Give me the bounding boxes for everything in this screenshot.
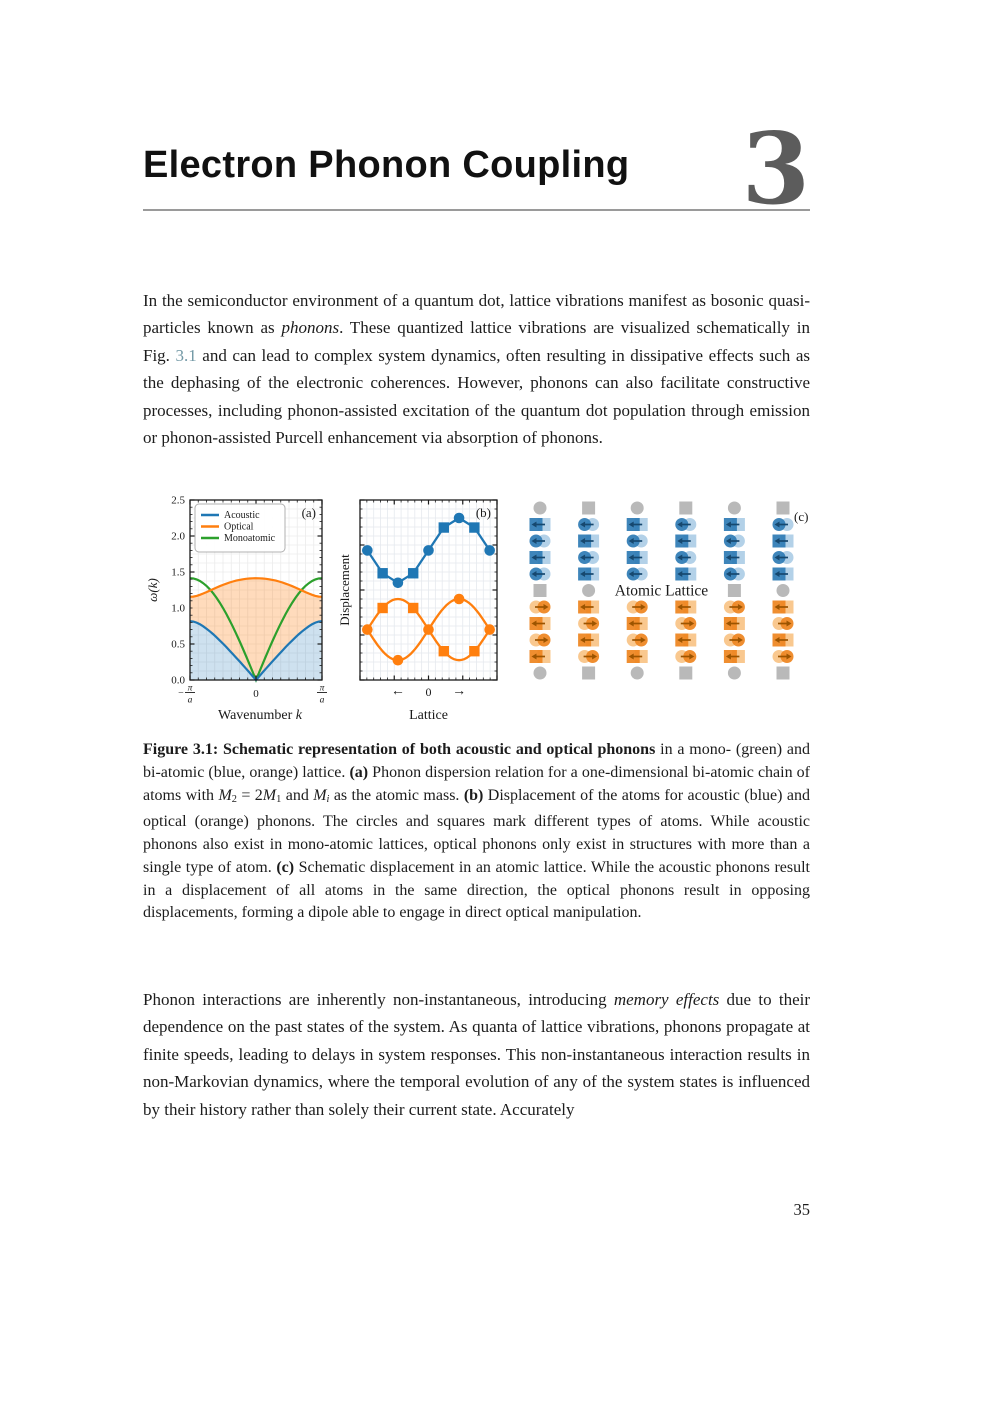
svg-text:Displacement: Displacement: [337, 554, 352, 626]
text-segment: (b): [463, 786, 484, 804]
svg-text:π: π: [188, 684, 193, 694]
svg-text:0.5: 0.5: [171, 639, 185, 651]
svg-text:→: →: [452, 684, 466, 699]
optical-curve: [189, 577, 323, 598]
svg-text:←: ←: [391, 684, 405, 699]
panel-c-atomic-lattice: Atomic Lattice (c): [529, 501, 808, 680]
text-segment: and: [281, 786, 314, 804]
text-segment: and can lead to complex system dynamics,…: [143, 345, 810, 448]
panel-b-displacement-chart: ← 0 → Lattice Displacement (b): [337, 499, 498, 723]
paragraph-intro: In the semiconductor environment of a qu…: [143, 287, 810, 451]
text-segment: i: [326, 793, 330, 805]
svg-text:a: a: [320, 696, 325, 706]
text-segment: phonons: [281, 318, 340, 338]
text-segment: Phonon interactions are inherently non-i…: [143, 990, 614, 1009]
text-segment: (c): [276, 858, 295, 876]
svg-text:Optical: Optical: [224, 522, 254, 533]
text-segment: . These quantized lattice vibrations are…: [143, 318, 810, 365]
text-segment: in a mono- (green) and bi-atomic (blue, …: [143, 741, 811, 781]
svg-text:(c): (c): [794, 509, 808, 524]
text-segment: M: [218, 786, 232, 804]
acoustic-fill: [190, 621, 322, 680]
text-segment: M: [262, 786, 277, 804]
svg-text:a: a: [188, 696, 193, 706]
svg-text:1.0: 1.0: [171, 603, 185, 615]
atomic-lattice-label: Atomic Lattice: [615, 583, 709, 600]
svg-text:Acoustic: Acoustic: [224, 510, 260, 521]
svg-text:1.5: 1.5: [171, 567, 185, 579]
text-segment: M: [313, 786, 327, 804]
svg-text:ω(k): ω(k): [145, 578, 160, 602]
svg-text:(b): (b): [476, 505, 491, 520]
text-segment: Phonon dispersion relation for a one-dim…: [143, 763, 810, 804]
svg-text:Monoatomic: Monoatomic: [224, 533, 276, 544]
figure-3-1: 0.0 0.5 1.0 1.5 2.0 2.5 π a −0 π a Wavenumber k ω(k)…: [143, 494, 810, 738]
svg-text:Wavenumber k: Wavenumber k: [218, 708, 303, 723]
svg-text:0.0: 0.0: [171, 675, 185, 687]
text-segment: as the atomic mass.: [329, 786, 464, 804]
text-segment: 2: [231, 793, 237, 805]
figure-ref-link[interactable]: 3.1: [175, 345, 197, 365]
text-segment: 1: [276, 793, 282, 805]
svg-text:(a): (a): [302, 505, 316, 520]
chapter-title: Electron Phonon Coupling: [143, 144, 630, 186]
text-segment: In the semiconductor environment of a qu…: [143, 291, 810, 338]
chapter-number: 3: [741, 112, 810, 227]
svg-text:0: 0: [253, 688, 259, 700]
text-segment: (a): [349, 763, 369, 781]
svg-text:Lattice: Lattice: [409, 708, 448, 723]
svg-text:0: 0: [426, 685, 432, 699]
paragraph-memory: Phonon interactions are inherently non-i…: [143, 986, 810, 1123]
svg-text:2.5: 2.5: [171, 495, 185, 507]
text-segment: = 2: [236, 786, 263, 804]
optical-fill: [190, 578, 322, 680]
header-rule: [143, 209, 810, 211]
text-segment: Displacement of the atoms for acoustic (…: [143, 786, 810, 876]
text-segment: Schematic displacement in an atomic latt…: [143, 858, 810, 922]
svg-text:π: π: [320, 684, 325, 694]
text-segment: memory effects: [613, 990, 720, 1009]
svg-text:−: −: [178, 688, 184, 699]
figure-caption: Figure 3.1: Schematic representation of …: [143, 739, 810, 925]
page-number: 35: [793, 1200, 811, 1219]
text-segment: Figure 3.1: Schematic representation of …: [143, 741, 656, 758]
svg-text:2.0: 2.0: [171, 531, 185, 543]
text-segment: due to their dependence on the past stat…: [143, 990, 811, 1119]
